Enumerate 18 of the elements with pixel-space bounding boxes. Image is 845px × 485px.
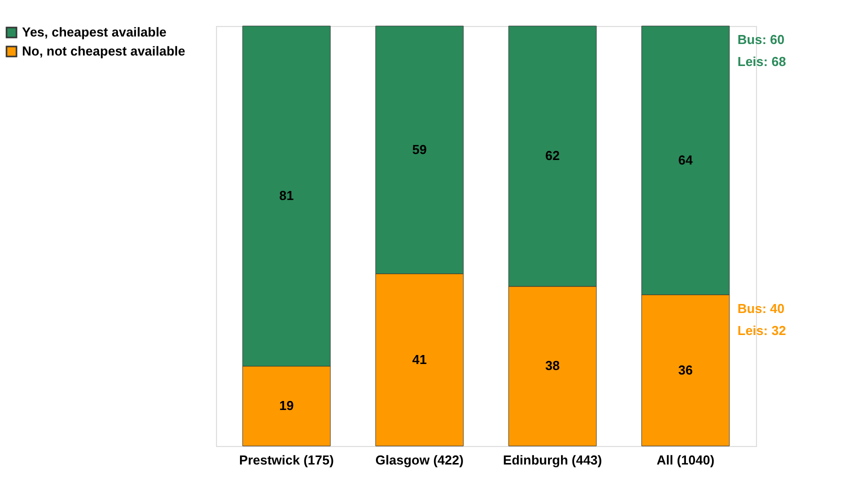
data-label: 64 <box>678 152 694 168</box>
annotation: Bus: 40 <box>738 300 784 316</box>
x-tick-label: Prestwick (175) <box>239 452 334 468</box>
annotation: Leis: 68 <box>738 54 786 69</box>
legend-label: No, not cheapest available <box>22 44 186 58</box>
annotation: Leis: 32 <box>738 322 786 338</box>
data-label: 19 <box>279 398 294 414</box>
x-tick-label: All (1040) <box>656 452 714 468</box>
legend-label: Yes, cheapest available <box>22 24 167 40</box>
data-label: 62 <box>545 148 560 164</box>
annotation: Bus: 60 <box>738 32 784 47</box>
x-tick-label: Glasgow (422) <box>375 452 464 468</box>
data-label: 41 <box>412 352 427 367</box>
data-label: 38 <box>545 358 560 374</box>
data-label: 36 <box>678 362 693 378</box>
data-label: 59 <box>412 142 427 157</box>
data-label: 81 <box>279 188 294 204</box>
x-tick-label: Edinburgh (443) <box>503 452 602 468</box>
